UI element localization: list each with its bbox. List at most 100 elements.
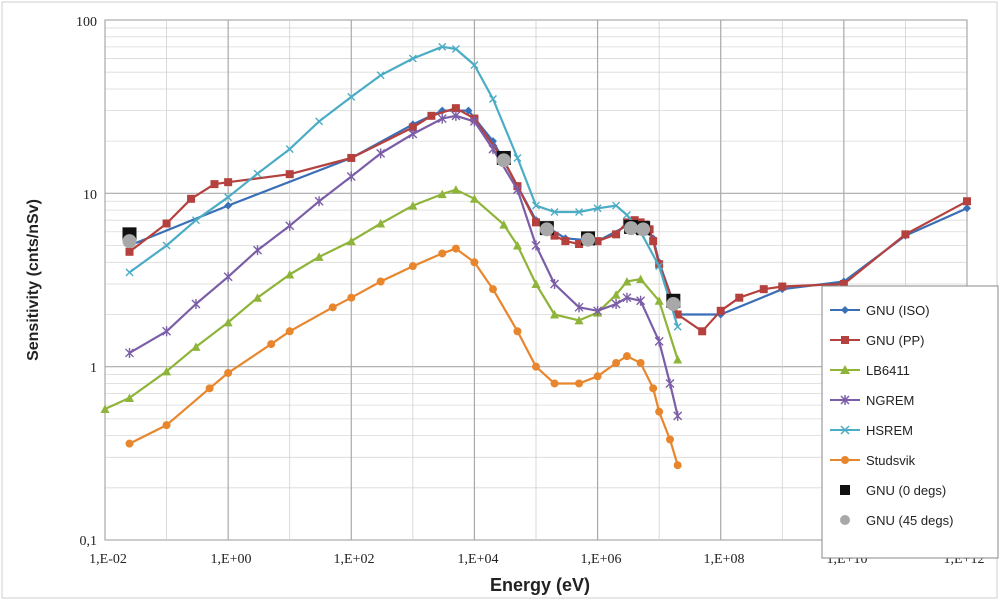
series-ngrem bbox=[125, 110, 683, 421]
data-point bbox=[488, 285, 497, 294]
data-point bbox=[469, 116, 479, 127]
x-tick-label: 1,E+08 bbox=[704, 552, 745, 567]
data-point bbox=[346, 236, 356, 246]
data-point bbox=[666, 296, 681, 311]
data-point bbox=[210, 180, 219, 189]
data-point bbox=[778, 282, 787, 291]
data-point bbox=[649, 237, 658, 246]
y-tick-label: 100 bbox=[76, 15, 97, 30]
data-point bbox=[532, 218, 540, 227]
data-point bbox=[531, 240, 541, 251]
data-point bbox=[162, 326, 172, 337]
data-point bbox=[512, 241, 522, 250]
data-point bbox=[162, 219, 171, 228]
data-point bbox=[901, 230, 910, 239]
data-point bbox=[612, 230, 621, 239]
y-tick-label: 0,1 bbox=[80, 534, 98, 549]
data-point bbox=[125, 247, 134, 256]
data-point bbox=[593, 305, 603, 316]
series-gnu-45-degs bbox=[122, 153, 681, 311]
x-tick-label: 1,E+00 bbox=[211, 552, 252, 567]
circle-marker-icon bbox=[841, 456, 849, 464]
data-point bbox=[963, 197, 971, 206]
data-point bbox=[451, 110, 461, 121]
data-point bbox=[438, 42, 447, 51]
data-point bbox=[636, 295, 646, 306]
data-point bbox=[438, 249, 447, 258]
data-point bbox=[346, 171, 356, 182]
legend-label: Studsvik bbox=[866, 453, 916, 468]
data-point bbox=[550, 278, 560, 289]
data-point bbox=[655, 407, 664, 416]
data-point bbox=[574, 302, 584, 313]
data-point bbox=[328, 303, 337, 312]
data-point bbox=[191, 298, 201, 309]
data-point bbox=[122, 234, 137, 249]
data-point bbox=[408, 123, 417, 132]
data-point bbox=[655, 262, 664, 271]
data-point bbox=[437, 113, 447, 124]
data-point bbox=[125, 439, 134, 448]
data-point bbox=[622, 352, 631, 361]
data-point bbox=[376, 218, 386, 228]
square-marker-icon bbox=[841, 336, 849, 344]
data-point bbox=[673, 310, 682, 319]
legend-item-gnu-pp: GNU (PP) bbox=[830, 333, 925, 348]
data-point bbox=[223, 317, 233, 327]
data-point bbox=[622, 210, 631, 219]
data-point bbox=[561, 237, 570, 246]
data-point bbox=[624, 221, 639, 236]
data-point bbox=[513, 153, 522, 162]
data-point bbox=[622, 276, 632, 286]
data-point bbox=[437, 189, 447, 199]
data-point bbox=[285, 170, 294, 179]
data-point bbox=[532, 362, 540, 371]
y-axis-label: Sensitivity (cnts/nSv) bbox=[25, 199, 42, 361]
data-point bbox=[315, 117, 324, 126]
x-axis-label: Energy (eV) bbox=[490, 575, 590, 595]
legend-label: HSREM bbox=[866, 423, 913, 438]
data-point bbox=[636, 358, 645, 367]
data-point bbox=[665, 435, 674, 444]
triangle-marker-icon bbox=[840, 365, 850, 374]
data-point bbox=[451, 45, 460, 54]
data-point bbox=[575, 379, 584, 388]
x-tick-label: 1,E+04 bbox=[458, 552, 499, 567]
data-point bbox=[593, 204, 602, 213]
data-point bbox=[451, 244, 460, 253]
star-marker-icon bbox=[840, 395, 850, 405]
data-point bbox=[470, 258, 479, 267]
data-point bbox=[224, 201, 233, 210]
data-point bbox=[347, 153, 356, 162]
series-studsvik bbox=[125, 244, 682, 470]
data-point bbox=[314, 196, 324, 207]
data-point bbox=[191, 216, 200, 225]
data-point bbox=[574, 315, 584, 325]
data-point bbox=[499, 220, 509, 229]
data-point bbox=[496, 153, 511, 168]
legend-item-gnu-45-degs: GNU (45 degs) bbox=[840, 513, 953, 528]
legend-item-hsrem: HSREM bbox=[830, 423, 913, 438]
legend-item-ngrem: NGREM bbox=[830, 393, 914, 408]
data-point bbox=[347, 293, 356, 302]
data-point bbox=[698, 327, 707, 336]
data-point bbox=[488, 95, 497, 104]
data-point bbox=[464, 106, 473, 115]
data-point bbox=[285, 220, 295, 231]
legend-label: LB6411 bbox=[866, 363, 910, 378]
data-point bbox=[100, 404, 110, 413]
data-point bbox=[673, 322, 682, 331]
data-point bbox=[162, 366, 172, 376]
data-point bbox=[253, 169, 262, 178]
data-point bbox=[408, 201, 418, 210]
data-point bbox=[581, 232, 596, 247]
data-point bbox=[532, 201, 540, 210]
legend-label: GNU (ISO) bbox=[866, 303, 930, 318]
legend-label: NGREM bbox=[866, 393, 914, 408]
data-point bbox=[654, 296, 664, 305]
data-point bbox=[224, 178, 233, 187]
data-point bbox=[673, 410, 683, 421]
data-point bbox=[469, 194, 479, 203]
legend: GNU (ISO) GNU (PP) LB6411 NGREM HSREM bbox=[821, 285, 999, 559]
